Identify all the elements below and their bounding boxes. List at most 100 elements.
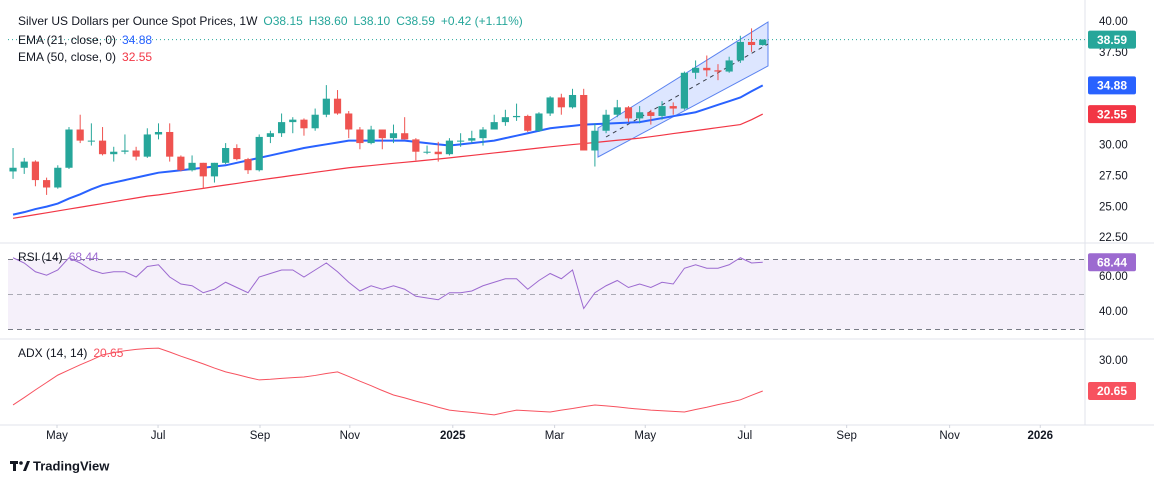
x-tick-label: May <box>634 430 656 442</box>
logo-part <box>13 461 16 471</box>
candle-body <box>43 180 51 188</box>
candle-body <box>568 94 577 108</box>
ohlc-label: L38.10 <box>354 14 391 28</box>
candle-body <box>747 41 756 46</box>
y-tick-label: 30.00 <box>1099 140 1128 152</box>
candle-body <box>479 129 487 139</box>
candle-body <box>647 112 655 116</box>
candle-body <box>110 151 118 155</box>
candle-body <box>87 140 95 142</box>
candle-body <box>255 136 263 171</box>
y-tick-label: 30.00 <box>1099 355 1128 367</box>
y-tick-label: 40.00 <box>1099 306 1128 318</box>
candle-body <box>166 131 174 157</box>
ema-line <box>12 84 764 216</box>
candle-body <box>277 122 286 134</box>
x-tick-label: 2025 <box>440 430 466 442</box>
candle-body <box>188 162 196 171</box>
candle-body <box>602 114 610 131</box>
ohlc-label: C38.59 <box>396 14 435 28</box>
candle-body <box>222 148 230 163</box>
candle-body <box>703 67 711 71</box>
candle-body <box>725 60 733 72</box>
candle-body <box>367 129 375 144</box>
candle-body <box>557 97 565 108</box>
candle-body <box>501 117 509 123</box>
candle-body <box>546 97 554 114</box>
candle-body <box>457 140 465 142</box>
y-tick-label: 40.00 <box>1099 16 1128 28</box>
candle-body <box>300 119 308 129</box>
candle-body <box>401 133 409 140</box>
candle-body <box>423 151 431 153</box>
indicator-line <box>12 257 763 310</box>
candle-body <box>210 162 219 177</box>
candle-body <box>289 119 297 123</box>
candle-body <box>233 148 241 160</box>
candle-body <box>759 39 767 46</box>
candle-body <box>680 72 689 109</box>
legend-value: 32.55 <box>122 50 152 64</box>
candle-body <box>714 70 722 72</box>
logo-part <box>19 461 23 465</box>
candle-body <box>669 106 677 109</box>
candle-body <box>9 167 17 172</box>
x-tick-label: 2026 <box>1027 430 1053 442</box>
candle-body <box>445 140 454 155</box>
y-tick-label: 60.00 <box>1099 271 1128 283</box>
candle-body <box>132 150 140 157</box>
price-badge <box>1088 30 1136 49</box>
candle-body <box>31 161 40 181</box>
y-tick-label: 37.50 <box>1099 47 1128 59</box>
x-tick-label: Sep <box>250 430 270 442</box>
x-tick-label: May <box>46 430 68 442</box>
rsi-band <box>8 259 1085 330</box>
candle-body <box>468 138 476 141</box>
price-badge-label: 34.88 <box>1097 79 1127 93</box>
candle-body <box>636 112 644 119</box>
candle-body <box>98 140 107 155</box>
candle-body <box>613 107 621 115</box>
price-badge-label: 32.55 <box>1097 107 1127 121</box>
y-tick-label: 25.00 <box>1099 201 1128 213</box>
chart-title: Silver US Dollars per Ounce Spot Prices,… <box>18 14 258 28</box>
candle-body <box>591 130 599 151</box>
footer-brand: TradingView <box>33 458 110 473</box>
x-tick-label: Nov <box>939 430 960 442</box>
candle-body <box>143 134 151 157</box>
ohlc-label: O38.15 <box>263 14 303 28</box>
y-tick-label: 27.50 <box>1099 170 1128 182</box>
change-label: +0.42 (+1.11%) <box>441 14 523 28</box>
logo-part <box>23 461 30 471</box>
logo <box>10 461 30 471</box>
candle-body <box>490 122 498 130</box>
y-tick-label: 22.50 <box>1099 232 1128 244</box>
candle-body <box>512 115 521 118</box>
candle-body <box>736 41 744 61</box>
ohlc-label: H38.60 <box>309 14 348 28</box>
legend-value: 34.88 <box>122 33 152 47</box>
ema-line <box>12 113 764 219</box>
candle-body <box>199 162 207 177</box>
price-badge <box>1088 253 1136 272</box>
price-badge <box>1088 105 1136 124</box>
indicator-line <box>12 347 763 416</box>
legend-name: EMA (21, close, 0) <box>18 33 116 47</box>
candle-body <box>658 106 666 116</box>
candle-body <box>154 131 163 135</box>
candle-body <box>692 67 700 73</box>
price-badge-label: 38.59 <box>1097 33 1127 47</box>
candle-body <box>356 129 364 144</box>
candle-body <box>345 113 353 130</box>
legend-value: 68.44 <box>69 250 99 264</box>
x-tick-label: Sep <box>836 430 856 442</box>
candle-body <box>20 161 28 168</box>
candle-body <box>177 156 185 171</box>
candle-body <box>434 151 442 155</box>
candle-body <box>76 129 84 141</box>
candle-body <box>121 150 129 152</box>
candle-body <box>333 98 342 114</box>
candle-body <box>244 159 252 171</box>
price-badge <box>1088 382 1136 401</box>
candle-body <box>580 94 588 151</box>
